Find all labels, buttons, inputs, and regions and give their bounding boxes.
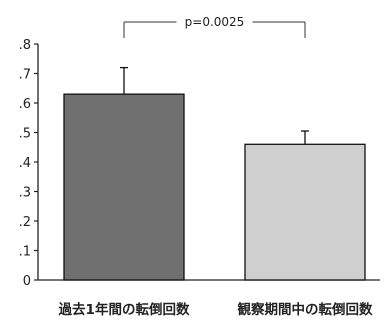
x-axis-labels: 過去1年間の転倒回数 観察期間中の転倒回数 <box>58 301 373 318</box>
y-tick-label: .3 <box>19 186 31 201</box>
error-bars <box>120 66 309 145</box>
significance-bracket: p=0.0025 <box>123 15 306 38</box>
y-tick-label: .1 <box>19 245 31 260</box>
bar <box>244 143 366 281</box>
category-label: 過去1年間の転倒回数 <box>58 301 190 318</box>
y-tick-label: .7 <box>19 68 31 83</box>
y-tick-label: .6 <box>19 97 31 112</box>
y-axis: 0 .1 .2 .3 .4 .5 .6 .7 .8 <box>19 38 380 289</box>
significance-label: p=0.0025 <box>185 15 245 29</box>
y-tick-label: 0 <box>23 274 31 289</box>
y-tick-label: .8 <box>19 38 31 53</box>
y-tick-label: .5 <box>19 127 31 142</box>
category-label: 観察期間中の転倒回数 <box>238 301 373 318</box>
y-tick-label: .4 <box>19 156 31 171</box>
bars <box>63 93 366 281</box>
y-tick-label: .2 <box>19 215 31 230</box>
bar <box>63 93 185 281</box>
